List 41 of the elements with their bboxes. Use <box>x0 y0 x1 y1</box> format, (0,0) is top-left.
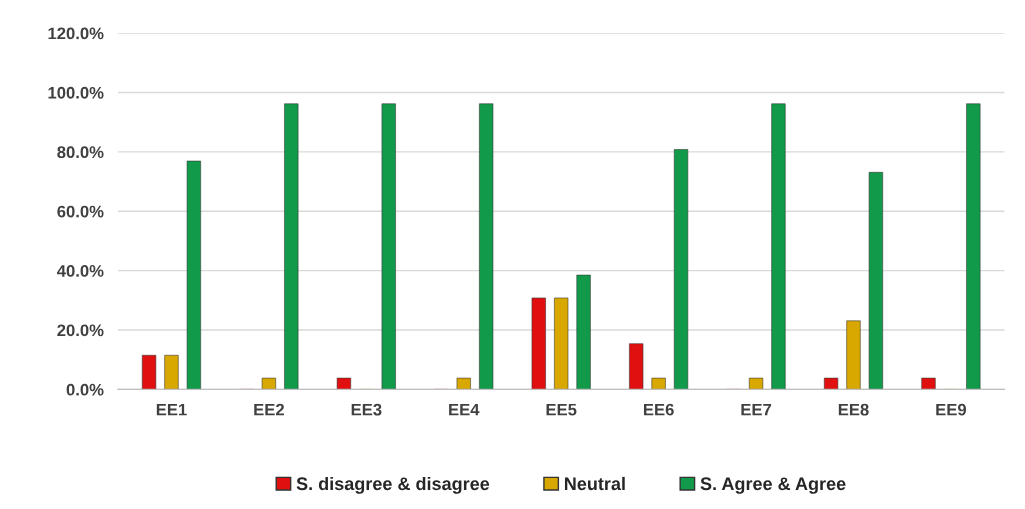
x-tick-label: EE3 <box>351 403 382 416</box>
bar <box>336 377 352 390</box>
bar <box>748 377 764 390</box>
bar <box>479 103 494 390</box>
y-tick-label: 40.0% <box>56 265 104 277</box>
bar <box>921 377 936 390</box>
x-tick-label: EE8 <box>838 403 869 416</box>
x-tick-label: EE9 <box>936 403 967 416</box>
legend-label: S. disagree & disagree <box>296 476 490 494</box>
bar <box>868 172 883 390</box>
y-tick-label: 120.0% <box>48 27 104 40</box>
bar <box>284 103 299 390</box>
x-tick-label: EE6 <box>643 403 674 416</box>
y-tick-label: 0.0% <box>66 383 104 396</box>
bar <box>673 149 689 390</box>
bar <box>261 377 276 390</box>
bar <box>554 297 569 390</box>
bar <box>771 103 786 390</box>
y-tick-label: 20.0% <box>57 324 104 337</box>
bar <box>846 320 861 390</box>
y-tick-label: 60.0% <box>57 205 104 218</box>
legend-label: S. Agree & Agree <box>700 477 846 494</box>
x-tick-label: EE1 <box>156 403 187 416</box>
bar <box>823 377 839 390</box>
legend-label: Neutral <box>564 476 625 491</box>
bar <box>381 103 396 390</box>
bar <box>141 354 157 390</box>
bar <box>186 160 201 390</box>
x-tick-label: EE7 <box>741 403 772 416</box>
bar <box>651 377 666 390</box>
x-tick-label: EE5 <box>546 403 577 416</box>
bar <box>531 297 546 390</box>
bar <box>629 343 644 390</box>
bar <box>576 274 591 390</box>
bar <box>164 354 179 390</box>
bar <box>966 103 981 390</box>
bar <box>456 377 471 390</box>
y-tick-label: 80.0% <box>57 146 104 159</box>
x-tick-label: EE4 <box>449 403 480 416</box>
y-tick-label: 100.0% <box>48 86 104 99</box>
x-tick-label: EE2 <box>254 403 284 416</box>
